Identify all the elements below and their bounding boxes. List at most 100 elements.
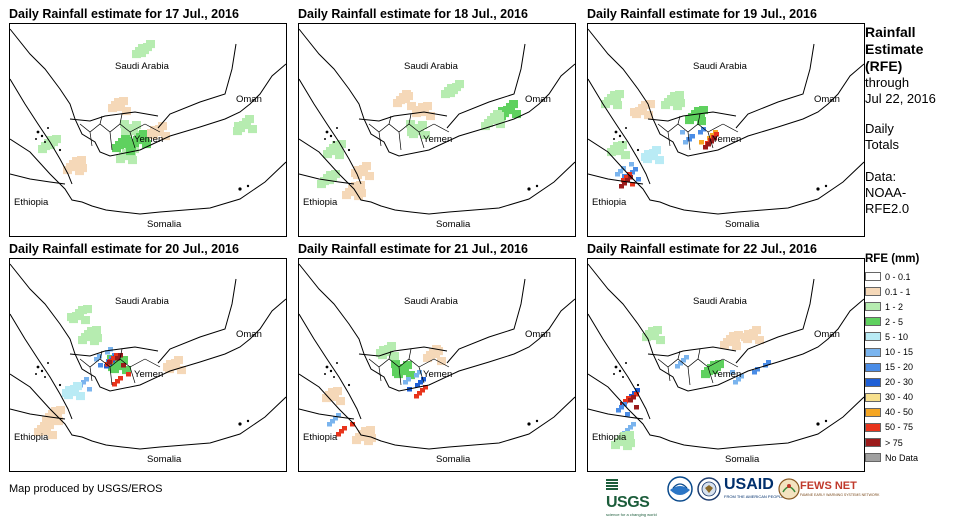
border-saudi-oman (446, 278, 526, 364)
rain-cell-1-2 (481, 110, 505, 131)
legend-swatch (865, 347, 881, 357)
map-frame: Saudi Arabia Oman Yemen Ethiopia Somalia (9, 23, 287, 237)
red-sea-coast (10, 313, 73, 420)
label-somalia: Somalia (436, 219, 471, 230)
panel-title: Daily Rainfall estimate for 19 Jul., 201… (587, 7, 817, 21)
state-seal-icon (697, 477, 721, 501)
rain-cell-1-2 (78, 326, 102, 346)
islands (324, 362, 539, 426)
info-title-line-3: (RFE) (865, 58, 903, 74)
legend-item: 50 - 75 (865, 420, 965, 435)
legend-swatch (865, 422, 881, 432)
info-through: through (865, 75, 910, 90)
legend-label: 40 - 50 (885, 407, 914, 418)
legend-label: 0 - 0.1 (885, 271, 911, 282)
noaa-logo (667, 476, 693, 502)
panel-title: Daily Rainfall estimate for 18 Jul., 201… (298, 7, 528, 21)
label-saudi-arabia: Saudi Arabia (115, 61, 169, 72)
african-coastline (10, 138, 286, 215)
label-saudi-arabia: Saudi Arabia (404, 296, 458, 307)
rainfall-overlay (611, 326, 771, 451)
info-title-line-2: Estimate (865, 41, 924, 57)
info-source-line-2: RFE2.0 (865, 201, 910, 216)
rainfall-overlay (34, 305, 186, 440)
rainfall-overlay (38, 40, 257, 176)
legend-item: 0 - 0.1 (865, 269, 965, 284)
label-yemen: Yemen (134, 134, 164, 145)
rain-cell-0-1-1 (163, 356, 186, 375)
arabian-coastline (10, 263, 286, 392)
legend-label: 30 - 40 (885, 392, 914, 403)
rain-cell-10-15 (403, 370, 422, 385)
african-coastline (588, 373, 864, 450)
yemen-governorates (368, 113, 450, 151)
label-ethiopia: Ethiopia (592, 432, 627, 443)
fews-net-emblem-icon (778, 478, 800, 500)
rain-cell-1-2 (233, 115, 257, 136)
label-somalia: Somalia (436, 454, 471, 465)
border-saudi-yemen (647, 346, 737, 357)
legend-item: 1 - 2 (865, 299, 965, 314)
african-coastline (10, 373, 286, 450)
map-canvas (588, 263, 864, 451)
legend-title: RFE (mm) (865, 253, 920, 265)
legend-item: 0.1 - 1 (865, 284, 965, 299)
legend-swatch (865, 392, 881, 402)
label-ethiopia: Ethiopia (14, 197, 49, 208)
rain-cell-10-15 (327, 413, 341, 427)
panel-title: Daily Rainfall estimate for 22 Jul., 201… (587, 242, 817, 256)
rain-cell-1-2 (132, 40, 155, 59)
arabian-coastline (588, 28, 864, 157)
legend-label: No Data (885, 452, 919, 463)
rain-cell-10-15 (94, 347, 113, 362)
border-ethiopia (10, 173, 66, 185)
rain-cell-50-75 (112, 372, 131, 387)
map-frame: Saudi Arabia Oman Yemen Ethiopia Somalia (9, 258, 287, 472)
border-saudi-yemen (358, 346, 448, 357)
rain-cell-15-20 (616, 402, 630, 417)
label-ethiopia: Ethiopia (14, 432, 49, 443)
legend-item: 2 - 5 (865, 314, 965, 329)
map-canvas (299, 28, 575, 215)
rainfall-map-panel-jul-18: Daily Rainfall estimate for 18 Jul., 201… (298, 5, 578, 237)
arabian-coastline (588, 263, 864, 392)
label-saudi-arabia: Saudi Arabia (693, 61, 747, 72)
rain-cell-1-2 (611, 431, 635, 451)
legend-label: 20 - 30 (885, 377, 914, 388)
legend-swatch (865, 287, 881, 297)
islands (324, 127, 539, 191)
legend-swatch (865, 438, 881, 448)
legend-item: 40 - 50 (865, 405, 965, 420)
rain-cell-5-10 (641, 146, 664, 165)
map-frame: Saudi Arabia Oman Yemen Ethiopia Somalia (298, 23, 576, 237)
rain-cell-2-5 (391, 360, 415, 380)
label-saudi-arabia: Saudi Arabia (404, 61, 458, 72)
label-yemen: Yemen (423, 134, 453, 145)
rain-cell-50-75 (414, 385, 428, 399)
rain-cell-1-2 (317, 170, 340, 189)
red-sea-coast (588, 78, 651, 185)
yemen-governorates (657, 113, 739, 151)
label-ethiopia: Ethiopia (592, 197, 627, 208)
usgs-wordmark: USGS (606, 494, 650, 511)
rainfall-overlay (317, 80, 521, 201)
noaa-seal-icon (667, 476, 693, 502)
legend-items: 0 - 0.1 0.1 - 1 1 - 2 2 - 5 5 - 10 10 - 15 15 … (865, 269, 965, 465)
label-oman: Oman (525, 94, 551, 105)
fews-net-logo: FEWS NET FAMINE EARLY WARNING SYSTEMS NE… (778, 476, 879, 502)
label-somalia: Somalia (725, 219, 760, 230)
african-coastline (588, 138, 864, 215)
rainfall-map-panel-jul-19: Daily Rainfall estimate for 19 Jul., 201… (587, 5, 867, 237)
legend-swatch (865, 407, 881, 417)
label-oman: Oman (814, 329, 840, 340)
yemen-governorates (657, 348, 739, 386)
rainfall-overlay (601, 90, 719, 189)
info-title-line-1: Rainfall (865, 24, 916, 40)
label-somalia: Somalia (147, 219, 182, 230)
info-daily: Daily (865, 121, 894, 136)
islands (613, 127, 828, 191)
rain-cell--75 (619, 175, 633, 189)
map-canvas (588, 28, 864, 215)
legend-label: 50 - 75 (885, 422, 914, 433)
rain-cell-10-15 (675, 355, 689, 369)
